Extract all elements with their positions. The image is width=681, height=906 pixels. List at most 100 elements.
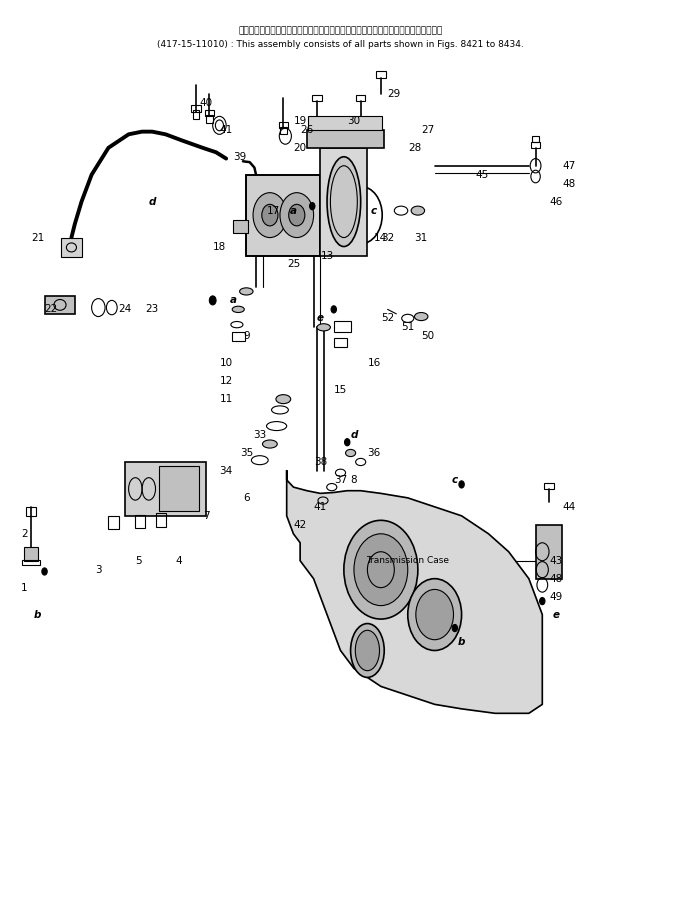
Text: c: c: [452, 475, 458, 485]
Text: 11: 11: [219, 394, 233, 404]
Text: 29: 29: [387, 89, 401, 99]
Bar: [334, 338, 347, 347]
Circle shape: [345, 439, 350, 446]
Bar: [193, 111, 200, 119]
Text: 5: 5: [136, 555, 142, 565]
Text: 6: 6: [243, 493, 250, 503]
Circle shape: [280, 193, 313, 237]
Text: e: e: [552, 610, 559, 620]
Bar: [280, 127, 287, 134]
Circle shape: [344, 520, 418, 619]
Text: 48: 48: [563, 178, 576, 188]
Bar: [313, 95, 321, 101]
Text: 10: 10: [219, 358, 233, 368]
Text: 30: 30: [347, 116, 360, 126]
Bar: [206, 115, 212, 122]
Text: 36: 36: [368, 448, 381, 458]
Circle shape: [310, 203, 315, 209]
Bar: [376, 72, 385, 78]
Text: 40: 40: [200, 98, 212, 108]
Bar: [155, 513, 165, 526]
Ellipse shape: [355, 631, 379, 670]
Bar: [44, 296, 75, 313]
Text: c: c: [371, 206, 377, 216]
Circle shape: [416, 590, 454, 640]
Text: Transmission Case: Transmission Case: [366, 556, 449, 565]
Text: 34: 34: [219, 466, 233, 476]
Circle shape: [459, 481, 464, 488]
Text: 18: 18: [212, 242, 226, 252]
Ellipse shape: [345, 449, 355, 457]
Circle shape: [262, 205, 278, 226]
Text: 8: 8: [351, 475, 358, 485]
Text: 39: 39: [233, 152, 247, 162]
Text: 48: 48: [549, 573, 563, 583]
Circle shape: [452, 624, 458, 631]
Text: a: a: [290, 206, 297, 216]
Text: 4: 4: [176, 555, 183, 565]
Bar: [308, 116, 382, 130]
Ellipse shape: [415, 313, 428, 321]
Text: e: e: [317, 313, 324, 323]
Text: 44: 44: [563, 502, 576, 512]
Ellipse shape: [262, 440, 277, 448]
Text: (417-15-11010) : This assembly consists of all parts shown in Figs. 8421 to 8434: (417-15-11010) : This assembly consists …: [157, 40, 524, 49]
Ellipse shape: [276, 395, 291, 404]
Text: 17: 17: [266, 206, 280, 216]
Text: 24: 24: [118, 304, 132, 314]
Ellipse shape: [327, 157, 361, 246]
Bar: [535, 525, 563, 579]
Text: 46: 46: [549, 197, 563, 207]
Text: a: a: [229, 295, 236, 305]
Text: 41: 41: [314, 502, 327, 512]
Text: 31: 31: [415, 233, 428, 243]
Text: 16: 16: [368, 358, 381, 368]
Bar: [533, 136, 539, 141]
Bar: [356, 95, 366, 101]
Circle shape: [408, 579, 462, 651]
Ellipse shape: [317, 323, 330, 331]
Text: 27: 27: [422, 125, 434, 135]
Bar: [125, 462, 206, 516]
Text: 19: 19: [294, 116, 306, 126]
Text: 20: 20: [294, 143, 306, 153]
Text: 49: 49: [549, 592, 563, 602]
Text: 25: 25: [287, 259, 300, 269]
Bar: [22, 560, 39, 565]
Circle shape: [253, 193, 287, 237]
Text: このアセンブリの構成部品は第８４２１図から第８４３４図の部品までございます。: このアセンブリの構成部品は第８４２１図から第８４３４図の部品までございます。: [238, 26, 443, 35]
Text: 14: 14: [375, 233, 387, 243]
Text: 50: 50: [422, 332, 434, 342]
Circle shape: [331, 306, 336, 313]
Bar: [108, 516, 118, 529]
Text: 35: 35: [240, 448, 253, 458]
Text: 1: 1: [21, 583, 28, 593]
Text: 28: 28: [408, 143, 421, 153]
Text: 41: 41: [219, 125, 233, 135]
Text: 22: 22: [45, 304, 58, 314]
Text: 42: 42: [294, 520, 306, 530]
Circle shape: [354, 534, 408, 605]
Text: d: d: [148, 197, 156, 207]
Bar: [247, 175, 320, 255]
Bar: [191, 105, 201, 111]
Ellipse shape: [240, 288, 253, 295]
Bar: [232, 332, 245, 341]
Bar: [279, 121, 288, 128]
Bar: [247, 175, 320, 255]
Text: 52: 52: [381, 313, 394, 323]
Text: 12: 12: [219, 376, 233, 386]
Polygon shape: [287, 471, 542, 713]
Text: 37: 37: [334, 475, 347, 485]
Ellipse shape: [232, 306, 244, 313]
Text: b: b: [458, 637, 465, 647]
Bar: [136, 515, 146, 528]
Text: 23: 23: [146, 304, 159, 314]
Bar: [159, 467, 200, 511]
Text: 33: 33: [253, 430, 266, 440]
Text: 13: 13: [321, 251, 334, 261]
Text: 26: 26: [300, 125, 313, 135]
Bar: [204, 111, 214, 116]
Bar: [544, 483, 554, 489]
Ellipse shape: [411, 207, 424, 215]
